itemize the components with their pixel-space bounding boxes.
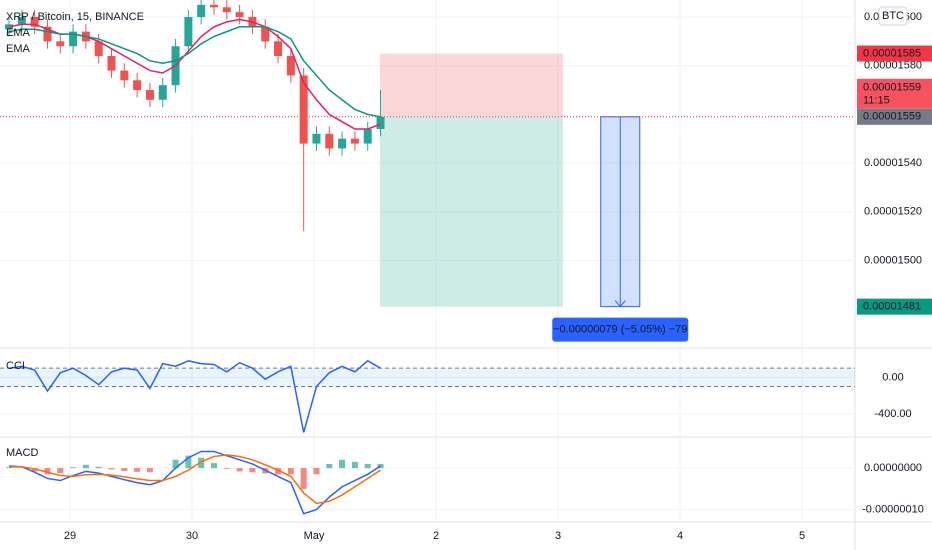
pane-title: CCI [6, 360, 25, 372]
candle-body [338, 138, 347, 149]
candle-body [133, 80, 142, 91]
measure-label-bg [552, 317, 689, 342]
stop-zone [379, 53, 563, 117]
candle-body [94, 41, 103, 56]
macd-histogram-bar [95, 466, 102, 469]
price-badge-label: 0.00001585 [863, 47, 921, 59]
candle-body [158, 85, 167, 100]
price-badge [857, 45, 932, 62]
currency-button[interactable] [878, 6, 908, 26]
y-tick-label: -0.00000010 [862, 503, 924, 515]
macd-histogram-bar [6, 467, 13, 469]
x-tick-label: 2 [433, 530, 439, 542]
candle-body [197, 4, 206, 18]
macd-histogram-bar [172, 459, 179, 469]
macd-histogram-bar [275, 468, 282, 475]
macd-histogram-bar [121, 468, 128, 471]
macd-histogram-bar [185, 455, 192, 469]
candle-body [107, 55, 116, 71]
price-badge-countdown: 11:15 [863, 95, 890, 107]
legend-entry: EMA [6, 27, 31, 39]
price-badge-label: 0.00001559 [863, 82, 921, 94]
price-badge-label: 0.00001559 [863, 111, 921, 123]
macd-histogram-bar [364, 463, 371, 469]
candle-body [274, 41, 283, 56]
candle-body [69, 31, 78, 47]
macd-histogram-bar [223, 468, 230, 469]
cci-band [0, 368, 855, 387]
legend-entry: EMA [6, 43, 31, 55]
candle-body [209, 4, 218, 8]
price-badge [857, 108, 932, 125]
y-tick-label: 0.00001540 [864, 157, 922, 169]
candle-body [363, 128, 372, 144]
candle-body [376, 116, 385, 129]
x-tick-label: 4 [677, 530, 683, 542]
macd-histogram-bar [198, 457, 205, 469]
macd-histogram-bar [236, 468, 243, 472]
macd-histogram-bar [249, 468, 256, 473]
macd-histogram-bar [70, 467, 77, 469]
price-badge [857, 298, 932, 315]
measure-label: −0.00000079 (−5.05%) −79 [553, 324, 687, 336]
x-tick-label: 3 [555, 530, 561, 542]
macd-histogram-bar [287, 468, 294, 475]
macd-histogram-bar [31, 468, 38, 472]
macd-histogram-bar [326, 463, 333, 469]
macd-histogram-bar [134, 468, 141, 472]
candle-body [184, 17, 193, 47]
candle-body [56, 41, 65, 47]
candle-body [312, 133, 321, 144]
candle-body [286, 55, 295, 76]
cci-line [8, 359, 381, 433]
y-tick-label: 0.00000000 [864, 462, 922, 474]
candle-body [43, 26, 52, 42]
measure-arrow-head [614, 300, 626, 308]
macd-histogram-bar [210, 463, 217, 469]
candle-body [325, 133, 334, 149]
x-tick-label: May [304, 530, 325, 542]
candle-body [261, 26, 270, 42]
candle-body [222, 7, 231, 13]
x-tick-label: 29 [64, 530, 76, 542]
y-tick-label: 0.00 [882, 371, 903, 383]
macd-histogram-bar [351, 461, 358, 469]
chart-title: XRP / Bitcoin, 15, BINANCE [6, 11, 144, 23]
candle-body [17, 17, 26, 25]
macd-histogram-bar [300, 468, 307, 489]
macd-histogram-bar [108, 468, 115, 470]
price-badge [857, 78, 932, 109]
x-tick-label: 30 [186, 530, 198, 542]
y-tick-label: 0.00001520 [864, 206, 922, 218]
y-tick-label: 0.00001580 [864, 60, 922, 72]
macd-histogram-bar [44, 468, 51, 475]
candle-body [30, 17, 39, 27]
macd-histogram-bar [57, 468, 64, 474]
price-badge-label: 0.00001481 [863, 301, 921, 313]
macd-histogram-bar [82, 464, 89, 469]
candle-body [120, 70, 129, 81]
y-tick-label: 0.00001500 [864, 254, 922, 266]
pane-title: MACD [6, 447, 38, 459]
candle-body [145, 90, 154, 100]
candle-body [299, 75, 308, 144]
ema-line [8, 26, 381, 118]
macd-histogram-bar [146, 468, 153, 473]
x-tick-label: 5 [799, 530, 805, 542]
candle-body [235, 12, 244, 18]
macd-histogram-bar [313, 468, 320, 475]
y-tick-label: -400.00 [874, 408, 911, 420]
target-zone [379, 116, 563, 307]
currency-button-label[interactable]: BTC [882, 10, 904, 22]
candle-body [350, 138, 359, 144]
macd-line [9, 454, 381, 505]
macd-histogram-bar [339, 459, 346, 469]
